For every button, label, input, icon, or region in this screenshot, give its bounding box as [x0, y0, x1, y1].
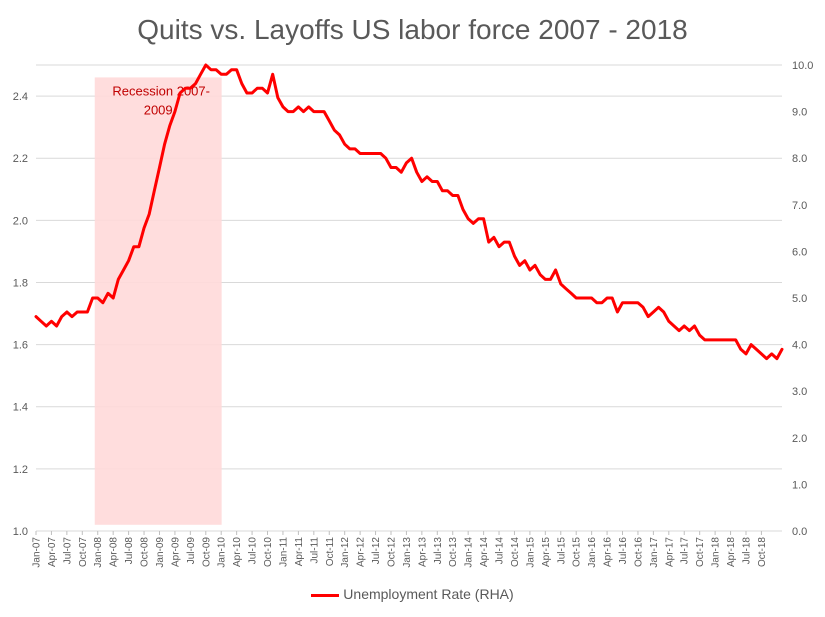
y-left-tick-label: 2.2 [13, 153, 28, 165]
x-tick-label: Jan-08 [93, 537, 104, 568]
x-tick-label: Apr-11 [294, 537, 305, 567]
x-axis: Jan-07 Apr-07 Jul-07 Oct-07 Jan-08 Apr-08 Jul-… [32, 531, 768, 568]
recession-label-line2: 2009 [144, 102, 173, 117]
y-right-tick-label: 6.0 [792, 246, 807, 258]
y-left-tick-label: 2.0 [13, 215, 28, 227]
y-left-tick-label: 1.4 [13, 402, 28, 414]
x-tick-label: Apr-12 [356, 537, 367, 567]
x-tick-label: Jan-10 [217, 537, 228, 568]
x-tick-label: Jan-11 [278, 537, 289, 567]
x-tick-label: Jul-14 [495, 537, 506, 565]
y-right-tick-label: 9.0 [792, 107, 807, 119]
x-tick-label: Jul-18 [741, 537, 752, 565]
x-tick-label: Jul-17 [680, 537, 691, 565]
x-tick-label: Oct-13 [448, 537, 459, 567]
y-right-tick-label: 10.0 [792, 60, 813, 72]
x-tick-label: Apr-08 [109, 537, 120, 567]
x-tick-label: Jan-17 [649, 537, 660, 568]
x-tick-label: Oct-15 [572, 537, 583, 567]
x-tick-label: Apr-09 [170, 537, 181, 567]
x-tick-label: Jul-07 [62, 537, 73, 565]
recession-shade [94, 77, 222, 525]
y-left-axis: 1.0 1.2 1.4 1.6 1.8 2.0 2.2 2.4 [13, 91, 28, 538]
x-tick-label: Oct-09 [201, 537, 212, 567]
y-right-tick-label: 0.0 [792, 526, 807, 538]
x-tick-label: Jul-15 [556, 537, 567, 565]
x-tick-label: Jul-08 [124, 537, 135, 565]
series-line-unemployment-rate [34, 63, 784, 361]
x-tick-label: Jan-15 [525, 537, 536, 568]
x-tick-label: Jul-10 [248, 537, 259, 565]
y-left-tick-label: 2.4 [13, 91, 28, 103]
x-tick-label: Oct-14 [510, 537, 521, 567]
x-tick-label: Jan-07 [32, 537, 43, 568]
x-tick-label: Jul-12 [371, 537, 382, 565]
x-tick-label: Apr-15 [541, 537, 552, 567]
x-tick-label: Apr-13 [417, 537, 428, 567]
chart-title: Quits vs. Layoffs US labor force 2007 - … [137, 14, 688, 45]
x-tick-label: Jan-09 [155, 537, 166, 568]
x-tick-label: Jan-13 [402, 537, 413, 568]
x-tick-label: Jan-14 [464, 537, 475, 568]
y-left-tick-label: 1.6 [13, 340, 28, 352]
x-tick-label: Oct-12 [386, 537, 397, 567]
x-tick-label: Apr-14 [479, 537, 490, 567]
y-right-tick-label: 7.0 [792, 200, 807, 212]
x-tick-label: Apr-10 [232, 537, 243, 567]
y-right-tick-label: 2.0 [792, 433, 807, 445]
legend-swatch [311, 593, 340, 597]
x-tick-label: Jan-12 [340, 537, 351, 568]
x-tick-label: Jul-11 [309, 537, 320, 564]
x-tick-label: Jan-18 [711, 537, 722, 568]
x-tick-label: Apr-16 [603, 537, 614, 567]
x-tick-label: Oct-11 [325, 537, 336, 567]
y-right-tick-label: 3.0 [792, 386, 807, 398]
x-tick-label: Oct-08 [140, 537, 151, 567]
legend: Unemployment Rate (RHA) [0, 586, 825, 602]
x-tick-label: Jul-16 [618, 537, 629, 565]
x-tick-label: Jul-13 [433, 537, 444, 565]
x-tick-label: Oct-07 [78, 537, 89, 567]
x-tick-label: Oct-17 [695, 537, 706, 567]
x-tick-label: Apr-07 [47, 537, 58, 567]
x-tick-label: Jan-16 [587, 537, 598, 568]
x-tick-label: Oct-16 [633, 537, 644, 567]
y-right-axis: 0.0 1.0 2.0 3.0 4.0 5.0 6.0 7.0 8.0 9.0 10.0 [792, 60, 813, 538]
y-right-tick-label: 4.0 [792, 340, 807, 352]
y-right-tick-label: 1.0 [792, 479, 807, 491]
x-tick-label: Oct-10 [263, 537, 274, 567]
x-tick-label: Apr-18 [726, 537, 737, 567]
x-tick-label: Apr-17 [664, 537, 675, 567]
y-right-tick-label: 5.0 [792, 293, 807, 305]
recession-band: Recession 2007-2009 [94, 77, 222, 525]
y-left-tick-label: 1.8 [13, 277, 28, 289]
x-tick-label: Jul-09 [186, 537, 197, 565]
y-left-tick-label: 1.2 [13, 464, 28, 476]
x-tick-label: Oct-18 [757, 537, 768, 567]
y-left-tick-label: 1.0 [13, 526, 28, 538]
legend-label: Unemployment Rate (RHA) [343, 586, 514, 602]
y-right-tick-label: 8.0 [792, 153, 807, 165]
series-lines [34, 63, 784, 361]
